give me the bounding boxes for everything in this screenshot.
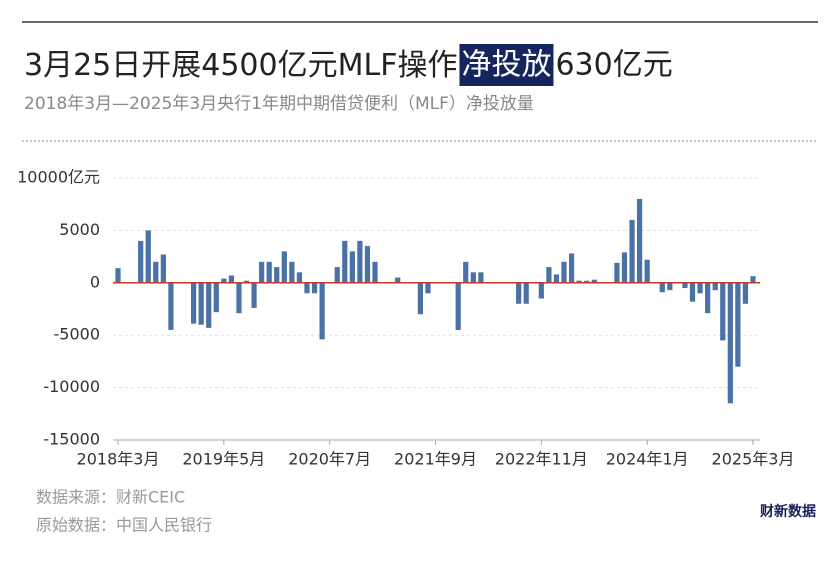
- y-tick-label: 0: [90, 272, 100, 291]
- y-tick-label: 10000亿元: [17, 168, 100, 187]
- bar: [266, 261, 272, 283]
- bar: [682, 282, 688, 289]
- chart-title: 3月25日开展4500亿元MLF操作: [24, 48, 457, 83]
- bar: [311, 282, 318, 294]
- bar: [546, 267, 552, 283]
- bar: [727, 282, 733, 404]
- y-tick-label: -10000: [43, 377, 100, 396]
- bar: [304, 282, 310, 294]
- bar: [198, 282, 204, 325]
- x-tick-label: 2019年5月: [182, 450, 265, 469]
- title-text: 3月25日开展4500亿元MLF操作: [24, 48, 457, 83]
- source: 数据来源：财新CEIC: [36, 488, 185, 507]
- x-tick-label: 2018年3月: [77, 450, 160, 469]
- bar: [251, 282, 257, 308]
- bar: [523, 282, 529, 304]
- subtitle: 2018年3月—2025年3月央行1年期中期借贷便利（MLF）净投放量: [24, 94, 534, 114]
- bar: [516, 282, 522, 304]
- title-highlight-box: [459, 44, 554, 86]
- bar: [621, 252, 628, 283]
- bar: [712, 282, 718, 291]
- bar: [138, 240, 144, 283]
- bar: [160, 254, 166, 283]
- bar: [629, 219, 635, 283]
- logo: 财新数据: [759, 503, 816, 520]
- bar: [455, 282, 461, 330]
- bar: [213, 282, 219, 313]
- y-tick-label: -15000: [43, 430, 100, 449]
- title-highlight: 净投放: [461, 48, 551, 83]
- bar: [735, 282, 741, 367]
- x-tick-label: 2025年3月: [712, 450, 795, 469]
- bar: [115, 268, 121, 283]
- bar: [145, 230, 151, 283]
- bar: [296, 272, 303, 283]
- bar: [364, 246, 371, 283]
- bar: [463, 261, 469, 283]
- x-tick-label: 2021年9月: [394, 450, 477, 469]
- title-text: 630亿元: [555, 48, 672, 83]
- bar: [281, 251, 287, 283]
- source: 原始数据：中国人民银行: [36, 516, 212, 535]
- bar: [319, 282, 325, 340]
- bar: [334, 267, 340, 283]
- bar: [576, 280, 582, 283]
- bar: [561, 261, 567, 283]
- bar: [553, 274, 560, 283]
- bar: [614, 262, 620, 283]
- bar: [644, 259, 650, 283]
- bar: [667, 282, 673, 291]
- bar: [221, 278, 227, 283]
- bar: [168, 282, 174, 330]
- bar: [659, 282, 665, 293]
- bar: [705, 282, 711, 314]
- x-tick-label: 2022年11月: [495, 450, 588, 469]
- bar: [243, 280, 250, 283]
- bar: [742, 282, 749, 304]
- bar: [697, 282, 703, 294]
- bar: [372, 261, 378, 283]
- bar: [568, 253, 575, 283]
- bar: [538, 282, 544, 299]
- bar: [274, 267, 280, 283]
- bar: [206, 282, 212, 328]
- bar: [395, 277, 401, 283]
- bar: [689, 282, 696, 302]
- bar: [637, 198, 643, 283]
- bar: [236, 282, 242, 314]
- bar: [342, 240, 348, 283]
- bar: [349, 251, 355, 283]
- bar: [289, 261, 295, 283]
- bar: [357, 240, 363, 283]
- bar: [417, 282, 423, 315]
- y-tick-label: -5000: [54, 325, 101, 344]
- bar: [153, 261, 159, 283]
- bar: [425, 282, 431, 294]
- bar: [470, 272, 476, 283]
- bar: [259, 261, 265, 283]
- bar: [228, 275, 234, 283]
- bar: [750, 276, 756, 283]
- bar: [478, 272, 484, 283]
- bar: [190, 282, 197, 324]
- x-tick-label: 2024年1月: [606, 450, 689, 469]
- bar: [720, 282, 726, 341]
- bar: [591, 279, 597, 283]
- y-tick-label: 5000: [59, 220, 100, 239]
- x-tick-label: 2020年7月: [288, 450, 371, 469]
- bar: [584, 280, 590, 283]
